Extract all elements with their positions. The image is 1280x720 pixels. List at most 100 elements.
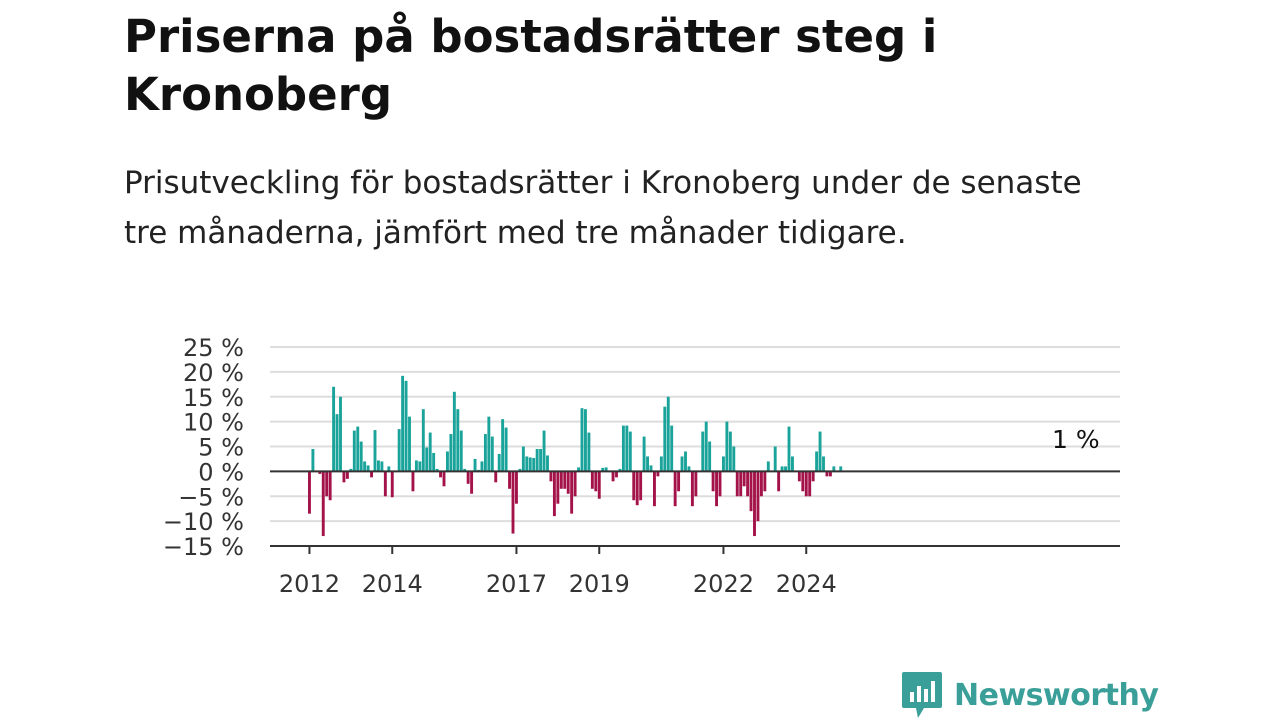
- bar: [766, 461, 770, 472]
- bar: [515, 471, 518, 504]
- bar: [773, 446, 777, 472]
- bar: [418, 461, 422, 472]
- bar: [397, 429, 401, 472]
- bar: [815, 451, 819, 472]
- bar: [663, 406, 667, 472]
- bar: [549, 471, 553, 482]
- bar: [377, 460, 380, 472]
- bar: [335, 414, 339, 472]
- bar: [532, 457, 536, 472]
- bar: [587, 432, 591, 472]
- bar: [449, 434, 453, 472]
- bar: [428, 432, 432, 472]
- y-tick-label: −5 %: [178, 483, 244, 511]
- bar: [804, 471, 808, 497]
- bar: [483, 434, 487, 472]
- bar: [490, 436, 494, 472]
- bar: [628, 431, 632, 472]
- last-value-label: 1 %: [1052, 425, 1100, 454]
- bar: [594, 471, 598, 492]
- bar: [552, 471, 556, 517]
- bar: [722, 456, 725, 472]
- chart-bubble-icon: [902, 672, 942, 718]
- bar: [511, 471, 515, 534]
- bar: [839, 466, 843, 472]
- bar: [666, 396, 670, 472]
- bar: [670, 425, 674, 472]
- bar: [777, 471, 781, 492]
- bar: [597, 471, 601, 499]
- bar: [728, 431, 732, 472]
- bar: [797, 471, 801, 482]
- y-tick-label: 10 %: [183, 409, 244, 437]
- bar: [563, 471, 567, 489]
- bar: [459, 430, 463, 472]
- bar: [370, 471, 373, 478]
- bar: [411, 471, 415, 492]
- bar: [318, 471, 322, 474]
- bar: [425, 447, 429, 472]
- bar: [573, 471, 577, 497]
- bar: [480, 461, 484, 472]
- bar: [332, 386, 336, 472]
- bar: [673, 471, 677, 507]
- bar: [542, 430, 546, 472]
- bar: [763, 471, 767, 492]
- bar: [615, 471, 618, 478]
- y-tick-label: 5 %: [198, 434, 244, 462]
- bar: [808, 471, 812, 497]
- bar: [739, 471, 743, 497]
- y-axis-tick-labels: 25 %20 %15 %10 %5 %0 %−5 %−10 %−15 %: [163, 334, 244, 561]
- bar: [352, 430, 356, 472]
- x-tick-label: 2014: [362, 570, 423, 598]
- bar: [753, 471, 756, 537]
- bar: [442, 471, 446, 487]
- bar: [359, 441, 363, 472]
- bar: [525, 456, 529, 472]
- bar: [363, 461, 367, 472]
- bar: [501, 419, 505, 472]
- bar: [759, 471, 763, 497]
- bar: [497, 453, 501, 472]
- bar: [801, 471, 805, 492]
- x-tick-label: 2019: [569, 570, 630, 598]
- bar: [825, 471, 829, 477]
- bar: [601, 467, 605, 472]
- bar: [732, 446, 736, 472]
- bar: [383, 471, 387, 497]
- bar: [390, 471, 394, 498]
- x-tick-label: 2022: [693, 570, 754, 598]
- bar: [690, 471, 694, 507]
- bar: [535, 448, 539, 472]
- y-tick-label: −10 %: [163, 508, 244, 536]
- bar: [818, 431, 822, 472]
- bar: [577, 467, 580, 472]
- bar: [787, 426, 791, 472]
- bar: [339, 396, 342, 472]
- bar: [791, 456, 794, 472]
- bar: [463, 468, 467, 472]
- bar: [656, 471, 660, 477]
- bar: [404, 380, 408, 472]
- bar: [466, 471, 470, 484]
- bar: [308, 471, 311, 514]
- bar: [680, 456, 684, 472]
- bar: [528, 457, 532, 472]
- bar: [646, 456, 649, 472]
- bar: [618, 468, 622, 472]
- bar: [456, 409, 460, 472]
- bars: [308, 375, 843, 537]
- bar: [342, 471, 346, 483]
- bar: [408, 416, 411, 472]
- bar: [604, 467, 608, 472]
- bar: [694, 471, 698, 497]
- bar: [439, 471, 442, 478]
- bar: [356, 426, 360, 472]
- bar: [414, 460, 418, 472]
- y-tick-label: 0 %: [198, 458, 244, 486]
- bar: [487, 416, 491, 472]
- y-tick-label: 20 %: [183, 359, 244, 387]
- bar: [325, 471, 329, 497]
- bar: [621, 425, 625, 472]
